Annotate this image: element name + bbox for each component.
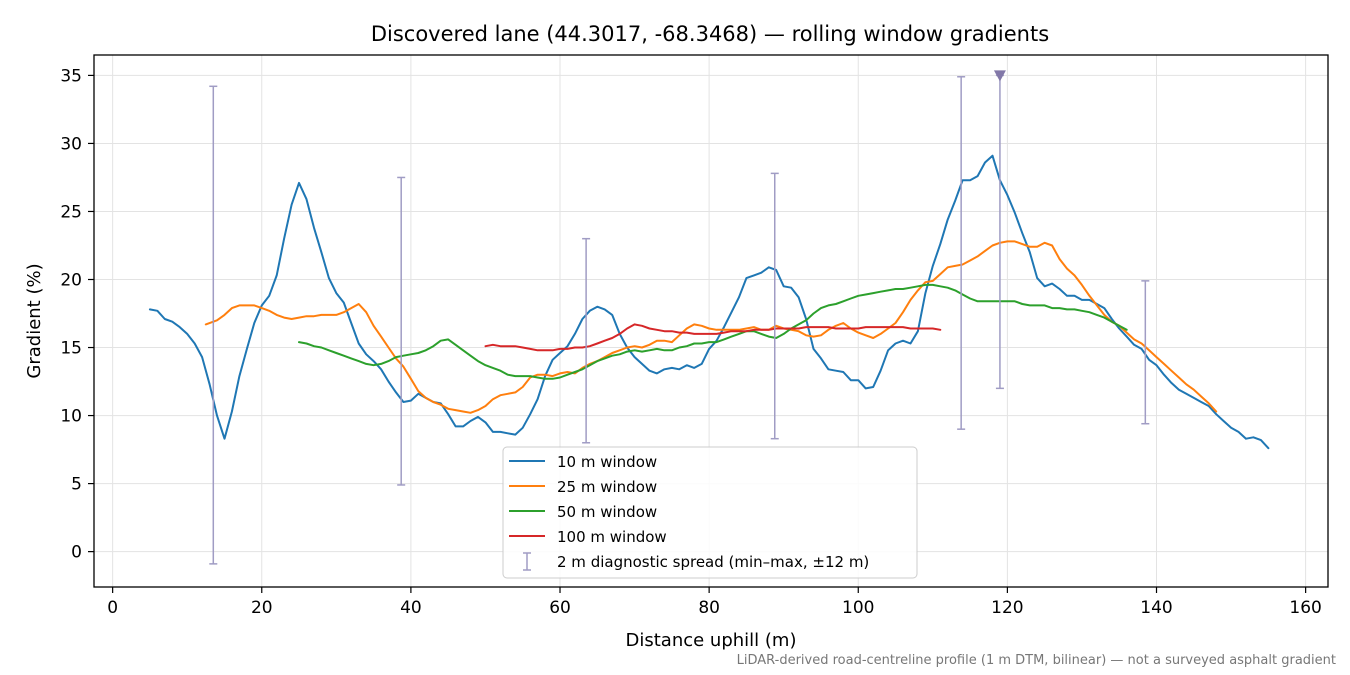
y-axis-ticks: 0 5 10 15 20 25 30 35 [60, 66, 94, 563]
legend-swatch-error-bar [523, 552, 531, 571]
error-bar [397, 176, 406, 486]
series-line-50-m-window [298, 283, 1128, 380]
error-bar [770, 172, 779, 440]
x-axis-label: Distance uphill (m) [626, 630, 797, 651]
y-axis-label: Gradient (%) [24, 263, 45, 378]
error-bar [582, 237, 591, 444]
legend-label-50m: 50 m window [557, 503, 657, 521]
x-tick-label: 80 [698, 598, 720, 618]
legend: 10 m window 25 m window 50 m window 100 … [502, 446, 918, 579]
y-tick-label: 35 [60, 66, 82, 86]
chart-title: Discovered lane (44.3017, -68.3468) — ro… [371, 22, 1049, 46]
x-tick-label: 40 [400, 598, 422, 618]
x-tick-label: 0 [107, 598, 118, 618]
x-tick-label: 60 [549, 598, 571, 618]
y-tick-label: 0 [71, 543, 82, 563]
footnote: LiDAR-derived road-centreline profile (1… [737, 653, 1336, 668]
y-tick-label: 15 [60, 339, 82, 359]
series-line-10-m-window [148, 154, 1270, 450]
legend-label-10m: 10 m window [557, 453, 657, 471]
series-line-25-m-window [204, 240, 1218, 414]
marker-layer [993, 70, 1006, 82]
series-line-100-m-window [484, 323, 942, 352]
y-tick-label: 10 [60, 407, 82, 427]
x-tick-label: 100 [842, 598, 874, 618]
series-layer [148, 154, 1270, 450]
x-tick-label: 160 [1289, 598, 1321, 618]
plot-frame [93, 54, 1329, 588]
error-bar [957, 76, 966, 430]
x-tick-label: 140 [1140, 598, 1172, 618]
x-axis-ticks: 0 20 40 60 80 100 120 140 160 [107, 587, 1322, 618]
y-tick-label: 30 [60, 134, 82, 154]
legend-label-error-bar: 2 m diagnostic spread (min–max, ±12 m) [557, 553, 869, 571]
error-bar-layer [209, 74, 1150, 565]
peak-marker-icon [993, 70, 1006, 82]
error-bar [209, 85, 218, 565]
x-tick-label: 120 [991, 598, 1023, 618]
legend-label-25m: 25 m window [557, 478, 657, 496]
legend-label-100m: 100 m window [557, 528, 667, 546]
error-bar [1141, 280, 1150, 425]
x-tick-label: 20 [251, 598, 273, 618]
legend-box [502, 446, 918, 579]
y-tick-label: 20 [60, 271, 82, 291]
y-tick-label: 5 [71, 475, 82, 495]
y-tick-label: 25 [60, 202, 82, 222]
